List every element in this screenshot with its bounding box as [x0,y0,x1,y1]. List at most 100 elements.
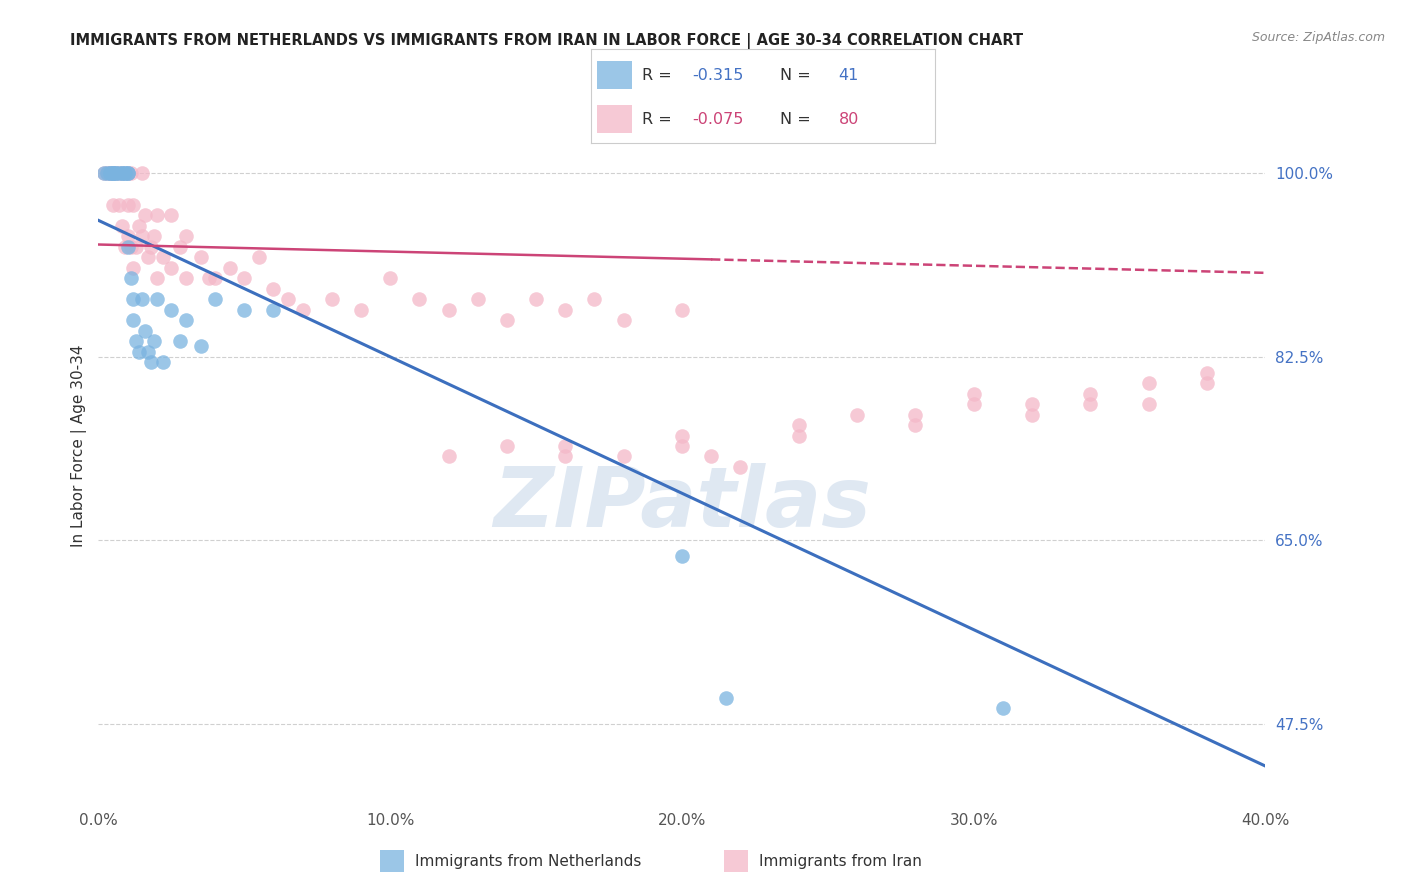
Point [117,166,139,180]
Point [117,166,139,180]
Point [437,302,460,317]
Point [93,166,115,180]
Text: -0.075: -0.075 [692,112,744,127]
Point [117,166,139,180]
Point [198,271,221,285]
Point [122,260,145,275]
Point [104,166,127,180]
Point [1195,376,1218,390]
Point [139,355,162,369]
Point [1195,366,1218,380]
Point [117,229,139,244]
Point [125,334,148,348]
Point [125,239,148,253]
Point [142,229,165,244]
Point [131,229,153,244]
Point [991,701,1014,715]
Point [98,166,121,180]
Text: R =: R = [643,112,678,127]
Point [128,219,150,233]
Point [111,219,134,233]
Point [146,292,169,306]
Point [174,229,197,244]
Point [378,271,402,285]
Point [120,239,142,253]
Point [262,302,284,317]
Text: N =: N = [780,68,815,83]
Point [671,428,693,442]
Point [437,450,460,464]
Point [524,292,547,306]
Point [152,250,174,264]
Point [169,334,191,348]
Point [160,208,183,222]
Point [169,239,191,253]
Point [117,197,139,211]
Point [495,313,517,327]
Point [134,208,156,222]
Point [96,166,118,180]
Point [904,408,927,422]
Point [142,334,165,348]
Point [98,166,121,180]
Point [101,166,124,180]
Point [146,271,169,285]
Point [160,302,183,317]
Point [93,166,115,180]
Point [554,450,576,464]
FancyBboxPatch shape [598,105,631,134]
Point [136,250,159,264]
Point [218,260,240,275]
Point [120,271,142,285]
Point [350,302,373,317]
Point [612,313,634,327]
Text: IMMIGRANTS FROM NETHERLANDS VS IMMIGRANTS FROM IRAN IN LABOR FORCE | AGE 30-34 C: IMMIGRANTS FROM NETHERLANDS VS IMMIGRANT… [70,33,1024,49]
Point [467,292,489,306]
Point [583,292,606,306]
Point [114,166,136,180]
Point [1021,397,1043,411]
Point [139,239,162,253]
Point [277,292,299,306]
Point [131,292,153,306]
Point [408,292,430,306]
Point [962,397,984,411]
Point [104,166,127,180]
Point [204,292,226,306]
Text: R =: R = [643,68,678,83]
Point [152,355,174,369]
Point [671,302,693,317]
Point [108,197,131,211]
Point [554,302,576,317]
Point [204,271,226,285]
Point [262,282,284,296]
Point [1137,376,1160,390]
Point [1080,397,1102,411]
Point [120,166,142,180]
Point [160,260,183,275]
Point [174,313,197,327]
Point [233,271,256,285]
Text: Immigrants from Netherlands: Immigrants from Netherlands [415,855,641,869]
Text: ZIPatlas: ZIPatlas [494,463,870,543]
FancyBboxPatch shape [598,62,631,89]
Point [714,690,737,705]
Point [190,339,212,353]
Point [101,166,124,180]
Point [174,271,197,285]
Point [146,208,169,222]
Point [1137,397,1160,411]
Point [108,166,131,180]
Point [122,292,145,306]
Point [114,166,136,180]
Point [136,344,159,359]
Text: Source: ZipAtlas.com: Source: ZipAtlas.com [1251,31,1385,45]
Point [554,439,576,453]
Point [101,166,124,180]
Point [962,386,984,401]
Point [96,166,118,180]
Point [321,292,343,306]
Text: -0.315: -0.315 [692,68,744,83]
Point [671,549,693,564]
Point [787,428,810,442]
